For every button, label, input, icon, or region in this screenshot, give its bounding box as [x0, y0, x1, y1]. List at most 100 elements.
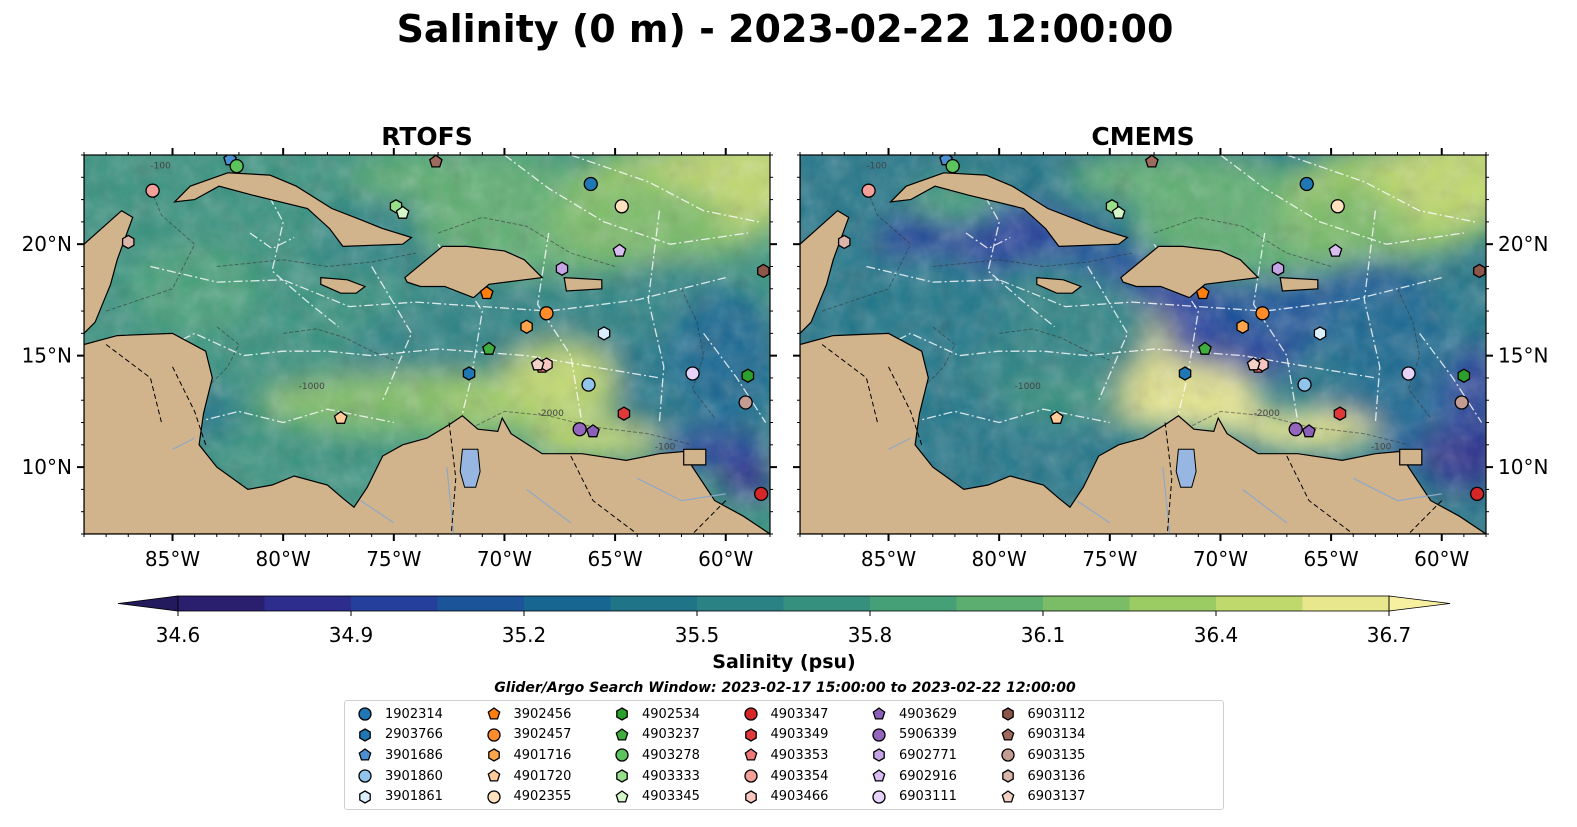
land-mass: [1279, 276, 1319, 292]
legend-label: 3902457: [513, 727, 572, 743]
colorbar-segment: [783, 596, 871, 611]
colorbar-tick-label: 36.4: [1194, 623, 1239, 647]
country-border: [570, 455, 638, 534]
float-marker-6903136: [121, 234, 135, 250]
land-mass: [563, 276, 603, 292]
legend-label: 3901686: [385, 747, 443, 763]
legend-marker-icon: [743, 769, 758, 783]
legend-label: 4901720: [513, 768, 572, 784]
float-marker-4903349: [1333, 406, 1347, 421]
legend-label: 4902534: [642, 706, 700, 722]
legend-marker-icon: [873, 748, 885, 763]
legend-label: 4903347: [770, 706, 829, 722]
float-marker-6903134: [428, 155, 443, 168]
float-marker-6902916: [612, 243, 627, 257]
legend-item-5906339: 5906339: [869, 725, 957, 745]
float-marker-6903112: [1473, 263, 1486, 279]
colorbar-segment: [437, 596, 525, 611]
legend-label: 3901860: [385, 768, 443, 784]
lon-tick-label: 80°W: [256, 547, 311, 571]
bathymetry-contour: [681, 288, 716, 419]
legend-marker-shape: [486, 728, 501, 742]
river: [636, 477, 726, 502]
float-marker-4902534: [741, 368, 755, 383]
legend-marker-icon: [487, 769, 500, 782]
legend-marker-icon: [1000, 748, 1015, 763]
country-border: [821, 344, 878, 423]
country-border: [448, 422, 457, 534]
colorbar-segment: [1216, 596, 1304, 611]
legend-marker-shape: [359, 790, 371, 804]
legend-marker-shape: [872, 707, 886, 720]
legend-label: 2903766: [385, 727, 443, 743]
float-marker-6903135: [1454, 395, 1469, 410]
lat-tick-label: 20°N: [22, 232, 72, 256]
float-marker-6903137: [1246, 357, 1261, 371]
land-mass: [320, 276, 367, 294]
lon-tick-label: 70°W: [1193, 547, 1248, 571]
legend-marker-icon: [744, 748, 757, 761]
bathymetry-contour: [910, 326, 956, 401]
legend-label: 6902916: [899, 768, 957, 784]
bathymetry-contour: [194, 326, 240, 401]
lon-tick-label: 75°W: [1082, 547, 1137, 571]
bathymetry-contour: [1175, 410, 1409, 446]
legend-marker-shape: [487, 769, 500, 782]
float-marker-6902771: [555, 261, 569, 276]
legend-marker-shape: [358, 748, 372, 761]
legend-label: 6903135: [1027, 747, 1086, 763]
colorbar-tick-label: 36.1: [1021, 623, 1066, 647]
float-marker-4901720: [333, 410, 348, 424]
legend-item-4903278: 4903278: [612, 745, 700, 765]
legend-marker-shape: [358, 707, 372, 721]
legend-marker-icon: [744, 727, 757, 742]
legend-item-4903349: 4903349: [741, 725, 828, 745]
float-marker-4903345: [1111, 205, 1126, 219]
country-border: [888, 366, 923, 445]
legend-marker-icon: [616, 707, 628, 721]
float-marker-3902457: [539, 306, 554, 321]
float-marker-4903354: [861, 183, 876, 198]
river: [888, 437, 911, 450]
legend-marker-shape: [616, 769, 628, 783]
legend-marker-shape: [359, 727, 371, 742]
legend-item-3901686: 3901686: [355, 745, 443, 765]
float-marker-4901716: [520, 319, 533, 334]
colorbar-segment: [1129, 596, 1217, 611]
salinity-field: -100 -1000 -2000 -100: [84, 155, 770, 534]
river: [1076, 500, 1111, 524]
float-marker-3902457: [1255, 306, 1270, 321]
colorbar-segment: [956, 596, 1044, 611]
eez-boundary: [194, 408, 394, 424]
colorbar-segment: [610, 596, 698, 611]
legend-label: 1902314: [385, 706, 443, 722]
land-mass: [1120, 245, 1260, 299]
lon-tick-label: 65°W: [587, 547, 642, 571]
legend-marker-icon: [358, 748, 372, 761]
float-markers: [121, 155, 770, 502]
float-marker-4903629: [1302, 424, 1316, 438]
legend-marker-shape: [872, 769, 886, 782]
land-mass: [404, 245, 544, 299]
float-marker-3901860: [581, 377, 596, 392]
contour-label: -2000: [538, 409, 564, 419]
float-marker-6903134: [1144, 155, 1159, 168]
bathymetry-contour: [437, 216, 616, 267]
legend-marker-icon: [486, 728, 501, 742]
legend-marker-icon: [872, 790, 886, 804]
bathymetry-contour: [932, 252, 1132, 268]
salinity-field: -100 -1000 -2000 -100: [800, 155, 1486, 534]
eez-boundary: [910, 408, 1110, 424]
float-marker-6902916: [1328, 243, 1343, 257]
legend-item-4902534: 4902534: [612, 704, 700, 724]
eez-boundary: [260, 181, 339, 328]
colorbar-tick-label: 36.7: [1367, 623, 1412, 647]
float-marker-3901861: [597, 326, 611, 341]
legend-item-3901860: 3901860: [355, 766, 443, 786]
colorbar-min-extend: [117, 595, 179, 612]
legend-marker-shape: [358, 769, 372, 783]
legend-item-6902771: 6902771: [869, 745, 957, 765]
legend-label: 3902456: [513, 706, 572, 722]
legend-label: 6903111: [899, 789, 957, 805]
